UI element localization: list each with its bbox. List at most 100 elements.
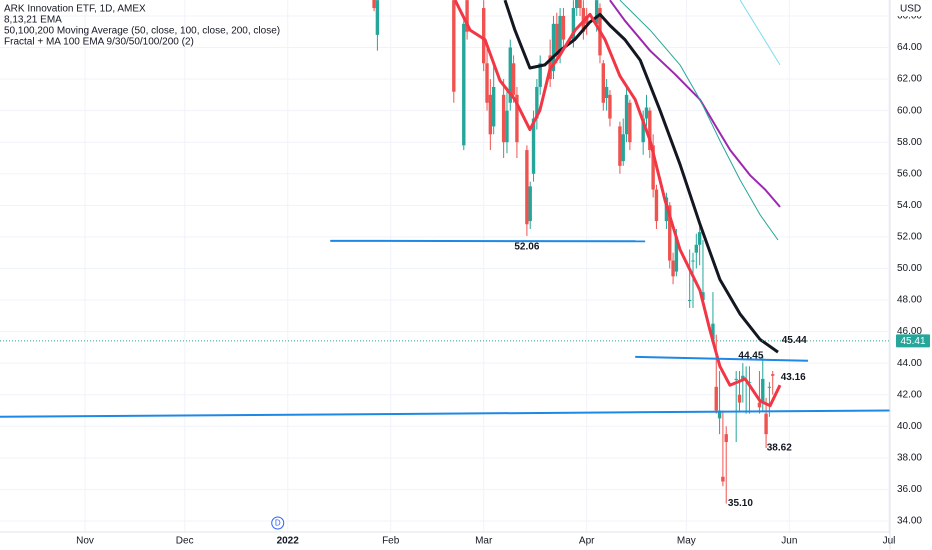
price-annotation: 35.10 [728, 498, 753, 509]
y-tick-label: 50.00 [897, 263, 922, 274]
candle-body [724, 434, 728, 443]
candle-body [608, 94, 612, 119]
candle-body [767, 386, 772, 388]
y-tick-label: 56.00 [897, 168, 922, 179]
candle-body [714, 386, 718, 411]
candle-body [555, 23, 559, 56]
candle-body [711, 323, 715, 340]
candle-body [501, 94, 506, 143]
y-tick-label: 36.00 [897, 484, 922, 495]
y-tick-label: 58.00 [897, 137, 922, 148]
candle-body [601, 63, 605, 103]
candle-body [525, 150, 529, 225]
candle-body [375, 0, 380, 35]
candle-body [508, 47, 512, 103]
x-tick-label: May [677, 536, 696, 547]
candle-body [721, 476, 725, 482]
price-annotation: 45.44 [782, 335, 807, 346]
candle-body [651, 145, 655, 190]
candle-body [594, 0, 599, 24]
x-tick-label: Mar [475, 536, 493, 547]
currency-box [893, 2, 931, 16]
candle-body [538, 63, 542, 87]
candle-body [465, 0, 469, 32]
x-tick-label: Jun [781, 536, 797, 547]
indicator-line [609, 0, 781, 208]
candle-body [674, 236, 679, 272]
candle-body [644, 107, 649, 119]
plot-area: 52.06 44.45 43.16 45.44 38.62 35.10 [0, 0, 890, 509]
y-tick-label: 34.00 [897, 516, 922, 527]
candle-body [648, 110, 652, 151]
level-line [635, 355, 808, 362]
candle-body [668, 205, 672, 261]
candle-body [734, 378, 738, 380]
candle-body [737, 394, 742, 403]
indicator-line [619, 0, 779, 241]
candle-body [618, 126, 622, 166]
indicator-label: 50,100,200 Moving Average (50, close, 10… [4, 26, 280, 37]
candle-body [482, 8, 486, 64]
candle-body [604, 86, 609, 99]
y-tick-label: 64.00 [897, 42, 922, 53]
candle-body [624, 94, 629, 135]
candle-body [757, 402, 762, 408]
candle-body [764, 413, 768, 435]
price-annotation: 43.16 [781, 372, 806, 383]
candle-body [741, 375, 745, 379]
candle-body [687, 300, 692, 302]
indicator-line [503, 0, 779, 354]
candle-body [771, 374, 775, 376]
grid [0, 0, 890, 532]
x-tick-label: Jul [883, 536, 896, 547]
candle-body [701, 292, 705, 301]
candle-body [571, 8, 576, 40]
y-tick-label: 54.00 [897, 200, 922, 211]
candle-body [628, 102, 632, 143]
y-tick-label: 44.00 [897, 358, 922, 369]
candle-body [528, 186, 532, 222]
candle-body [621, 134, 625, 162]
candle-body [717, 410, 722, 419]
price-annotation: 52.06 [514, 242, 539, 253]
candle-body [578, 0, 582, 9]
y-tick-label: 40.00 [897, 421, 922, 432]
last-price-box [896, 334, 930, 348]
axes: 34.00 36.00 38.00 40.00 42.00 44.00 46.00 48.00… [76, 2, 931, 547]
y-tick-label: 62.00 [897, 74, 922, 85]
candle-body [761, 378, 765, 403]
candle-body [515, 94, 519, 143]
candle-body [697, 232, 702, 245]
y-tick-label: 38.00 [897, 452, 922, 463]
candle-body [551, 23, 556, 72]
candle-body [452, 0, 456, 92]
last-price-label: 45.41 [900, 336, 925, 347]
currency-label: USD [900, 4, 921, 15]
candle-body [485, 63, 489, 103]
candle-body [694, 244, 699, 253]
x-tick-label: Nov [76, 536, 94, 547]
candle-body [462, 23, 466, 146]
price-annotation: 44.45 [738, 351, 763, 362]
candle-body [671, 260, 675, 277]
y-tick-label: 42.00 [897, 389, 922, 400]
x-tick-label: Dec [176, 536, 194, 547]
y-tick-label: 60.00 [897, 105, 922, 116]
event-marker [271, 516, 285, 530]
candle-body [654, 189, 659, 222]
level-line [0, 409, 890, 418]
y-tick-label: 66.00 [897, 11, 922, 22]
legend: ARK Innovation ETF, 1D, AMEX 8,13,21 EMA… [4, 4, 280, 48]
y-tick-label: 52.00 [897, 232, 922, 243]
indicator-line [739, 0, 781, 66]
candle-body [575, 0, 579, 9]
candle-body [372, 0, 376, 9]
candle-body [531, 118, 536, 174]
candle-body [535, 86, 539, 119]
x-tick-label: Apr [579, 536, 595, 547]
candle-body [491, 86, 496, 127]
event-label: D [275, 519, 281, 528]
x-tick-label: Feb [382, 536, 400, 547]
